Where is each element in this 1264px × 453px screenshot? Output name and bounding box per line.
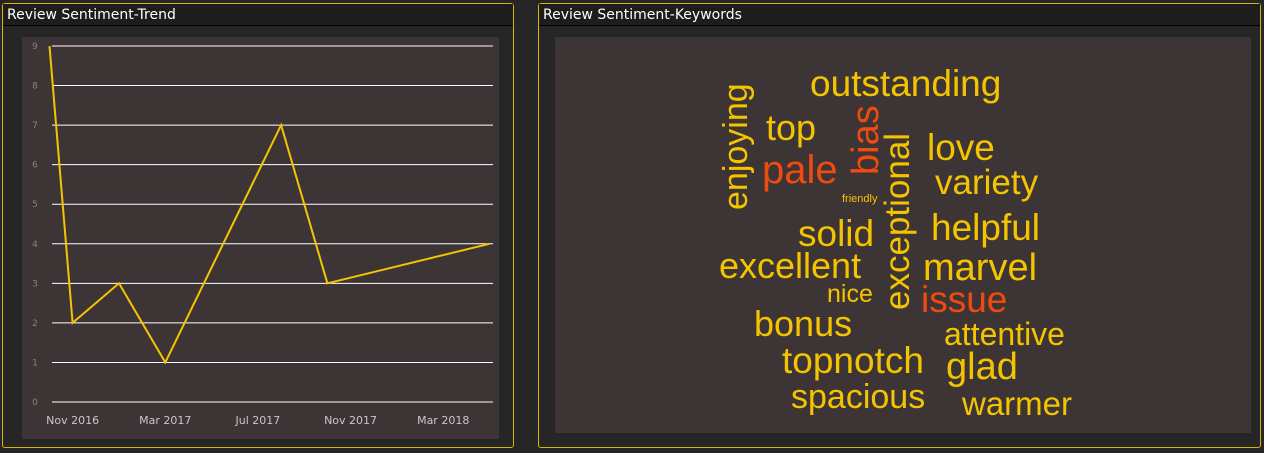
word-enjoying: enjoying bbox=[717, 83, 755, 210]
sentiment-trend-line bbox=[48, 45, 490, 365]
y-tick-label: 5 bbox=[32, 200, 38, 210]
y-tick-label: 2 bbox=[32, 319, 38, 329]
sentiment-keywords-panel: Review Sentiment-Keywords outstanding top… bbox=[538, 3, 1261, 448]
data-point bbox=[489, 243, 491, 245]
sentiment-trend-chart: 0 1 2 3 4 5 6 7 8 9 Nov 2016 Mar 2017 Jul 2017 Nov 20… bbox=[22, 37, 499, 439]
x-tick-label: Nov 2017 bbox=[324, 414, 377, 427]
word-solid: solid bbox=[798, 213, 875, 254]
word-excellent: excellent bbox=[719, 245, 862, 286]
word-nice: nice bbox=[827, 280, 873, 308]
sentiment-keywords-title: Review Sentiment-Keywords bbox=[539, 4, 1260, 26]
word-warmer: warmer bbox=[962, 385, 1073, 422]
word-outstanding: outstanding bbox=[810, 63, 1002, 104]
data-point bbox=[118, 282, 120, 284]
x-tick-label: Mar 2018 bbox=[417, 414, 469, 427]
y-tick-label: 1 bbox=[32, 358, 38, 368]
word-marvel: marvel bbox=[923, 247, 1038, 289]
y-tick-label: 9 bbox=[32, 42, 38, 52]
y-tick-label: 8 bbox=[32, 82, 38, 92]
data-point bbox=[280, 124, 282, 126]
word-variety: variety bbox=[935, 163, 1039, 202]
sentiment-trend-svg: 0 1 2 3 4 5 6 7 8 9 Nov 2016 Mar 2017 Jul 2017 Nov 20… bbox=[32, 42, 493, 427]
y-tick-label: 7 bbox=[32, 121, 38, 131]
word-pale: pale bbox=[762, 148, 838, 192]
word-exceptional: exceptional bbox=[878, 132, 917, 310]
data-point bbox=[164, 361, 166, 363]
sentiment-trend-title: Review Sentiment-Trend bbox=[3, 4, 513, 26]
word-attentive: attentive bbox=[944, 316, 1065, 352]
word-friendly: friendly bbox=[842, 193, 878, 205]
word-top: top bbox=[766, 107, 817, 148]
data-point bbox=[72, 322, 74, 324]
word-bonus: bonus bbox=[754, 303, 853, 344]
data-point bbox=[326, 282, 328, 284]
word-spacious: spacious bbox=[791, 378, 926, 416]
word-topnotch: topnotch bbox=[782, 340, 924, 381]
word-glad: glad bbox=[946, 346, 1018, 388]
x-tick-label: Nov 2016 bbox=[46, 414, 99, 427]
x-tick-label: Jul 2017 bbox=[235, 414, 281, 427]
word-issue: issue bbox=[921, 279, 1008, 320]
sentiment-keywords-wordcloud: outstanding top bias enjoying pale exceptiona… bbox=[555, 37, 1251, 433]
x-tick-label: Mar 2017 bbox=[139, 414, 191, 427]
word-helpful: helpful bbox=[931, 207, 1041, 248]
y-tick-label: 0 bbox=[32, 398, 38, 408]
y-tick-label: 3 bbox=[32, 279, 38, 289]
data-point bbox=[48, 45, 50, 47]
word-love: love bbox=[927, 127, 995, 168]
sentiment-trend-panel: Review Sentiment-Trend 0 1 2 3 4 5 6 7 8 9 Nov 201… bbox=[2, 3, 514, 448]
y-tick-label: 4 bbox=[32, 240, 38, 250]
y-tick-label: 6 bbox=[32, 161, 38, 171]
